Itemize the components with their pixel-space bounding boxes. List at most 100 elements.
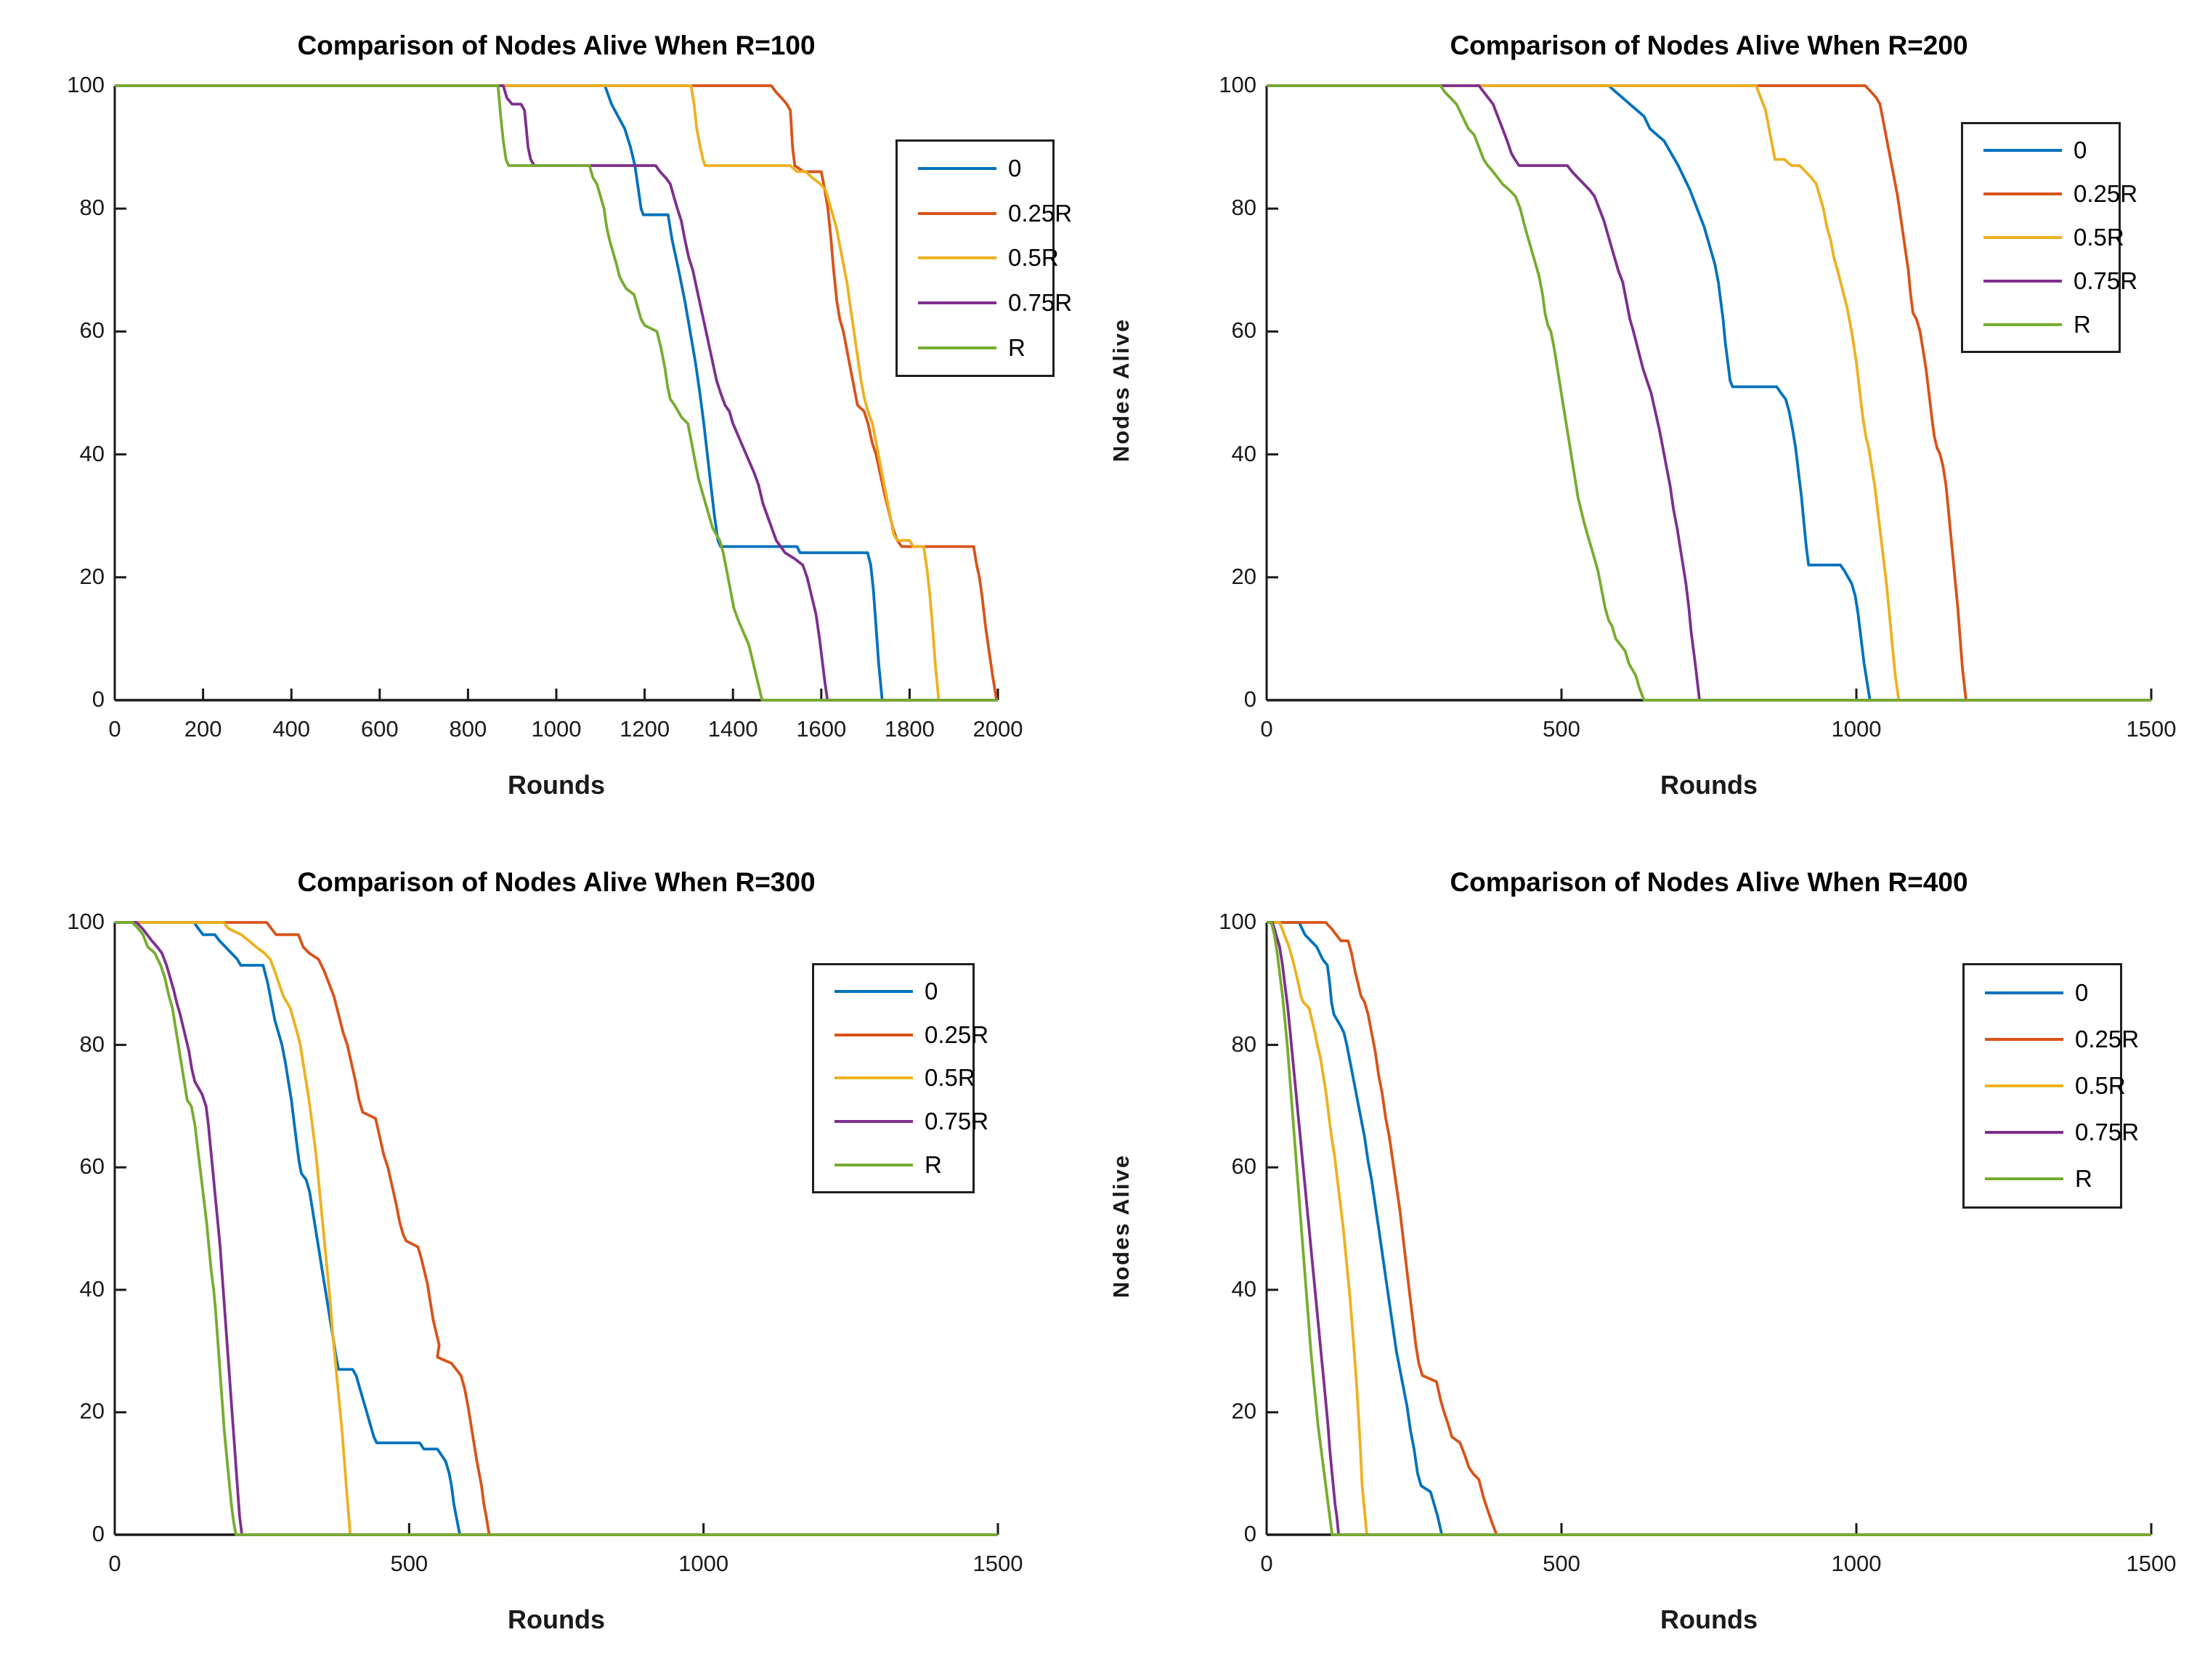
series-line-0.5R [115,84,998,702]
plot-title-r200: Comparison of Nodes Alive When R=200 [1450,31,1968,60]
legend-label: 0.5R [1008,244,1059,272]
legend-label: 0.25R [925,1020,989,1048]
legend-line-icon [918,211,996,215]
x-tick-label: 400 [272,716,311,742]
y-tick-label: 100 [67,909,105,934]
x-tick-label: 500 [1543,716,1580,742]
y-tick-label: 80 [79,195,105,221]
series-line-0.25R [1267,921,2151,1536]
legend-label: 0.5R [925,1064,975,1092]
x-tick-label: 500 [1543,1551,1580,1576]
legend-label: 0 [925,977,938,1005]
series-line-0.5R [1267,84,2151,702]
x-axis-label-r100: Rounds [508,770,605,800]
x-tick-label: 1600 [796,716,847,742]
x-tick-label: 0 [1260,716,1273,742]
x-tick-label: 1000 [1831,1551,1882,1576]
x-axis-label-r200: Rounds [1660,770,1758,800]
legend-item-R: R [898,334,1052,362]
x-tick-label: 1500 [2126,1551,2177,1576]
x-tick-label: 800 [449,716,487,742]
legend-r100: 0 0.25R 0.5R 0.75R R [895,139,1072,377]
legend-item-0.25R: 0.25R [898,200,1072,227]
series-line-0 [1267,921,2151,1536]
legend-label: 0.25R [2074,180,2138,207]
legend-label: 0.75R [925,1108,989,1135]
legend-line-icon [1985,1084,2063,1087]
x-tick-label: 0 [108,716,121,742]
legend-label: R [1008,334,1026,362]
legend-line-icon [1985,991,2063,994]
series-line-0.25R [1267,84,2151,702]
x-axis-label-r400: Rounds [1660,1604,1758,1634]
series-line-R [1267,84,2151,702]
legend-line-icon [1985,1038,2063,1041]
y-tick-label: 0 [1243,1521,1256,1546]
x-axis-label-r300: Rounds [508,1604,605,1634]
y-axis-label-r200: Nodes Alive [1108,317,1134,463]
legend-line-icon [1983,192,2062,195]
series-line-0.5R [115,921,998,1536]
legend-r400: 0 0.25R 0.5R 0.75R R [1962,963,2139,1209]
y-tick-label: 80 [79,1031,105,1057]
plot-title-r300: Comparison of Nodes Alive When R=300 [297,867,816,897]
legend-line-icon [918,166,996,170]
y-tick-label: 0 [92,1521,105,1546]
x-tick-label: 600 [360,716,399,742]
axes-r100 [113,84,999,702]
legend-line-icon [834,1033,913,1036]
y-tick-label: 40 [1231,1275,1256,1302]
y-tick-label: 0 [1243,686,1256,712]
legend-item-R: R [1963,311,2119,338]
legend-item-0: 0 [1963,137,2119,164]
y-axis-label-r400: Nodes Alive [1108,1153,1134,1298]
series-line-0.75R [1267,84,2151,702]
legend-item-0.75R: 0.75R [898,289,1072,317]
y-tick-label: 20 [79,563,105,589]
legend-label: 0 [2075,979,2089,1006]
legend-item-0.25R: 0.25R [1965,1026,2139,1053]
x-tick-label: 1500 [972,1551,1023,1576]
legend-line-icon [1983,323,2062,326]
series-line-R [115,84,998,702]
x-tick-label: 1200 [620,716,670,742]
y-tick-label: 60 [1231,1153,1256,1180]
y-tick-label: 60 [1231,317,1256,344]
legend-item-0.5R: 0.5R [1965,1072,2126,1100]
legend-r300: 0 0.25R 0.5R 0.75R R [812,963,988,1193]
legend-label: 0 [2074,137,2087,163]
y-tick-label: 80 [1231,195,1256,221]
legend-label: R [925,1151,942,1179]
series-line-0.25R [115,921,998,1536]
legend-label: R [2074,311,2091,338]
y-tick-label: 40 [1231,440,1256,466]
legend-label: 0.25R [1008,199,1073,227]
legend-label: 0.75R [2075,1119,2140,1145]
x-tick-label: 1400 [707,716,758,742]
series-line-R [1267,921,2151,1536]
y-tick-label: 100 [1219,909,1256,934]
series-line-0.75R [1267,921,2151,1536]
axes-r300 [113,921,999,1536]
axes-r400 [1265,921,2153,1536]
y-tick-label: 20 [79,1398,105,1424]
x-tick-label: 500 [390,1551,429,1576]
legend-line-icon [834,989,913,993]
legend-line-icon [1983,236,2062,239]
legend-line-icon [1985,1177,2063,1180]
legend-line-icon [1983,149,2062,152]
legend-label: R [2075,1165,2092,1192]
y-tick-label: 20 [1231,1398,1256,1424]
x-tick-label: 1000 [1831,716,1882,742]
legend-line-icon [918,301,996,305]
series-line-0 [1267,84,2151,702]
legend-label: 0.5R [2075,1072,2126,1099]
x-tick-label: 2000 [972,716,1023,742]
legend-item-R: R [1965,1165,2120,1193]
series-line-R [115,921,998,1536]
legend-item-0.25R: 0.25R [1963,180,2137,208]
legend-label: 0.25R [2075,1026,2140,1052]
x-tick-label: 0 [108,1551,121,1576]
x-tick-label: 1000 [531,716,582,742]
